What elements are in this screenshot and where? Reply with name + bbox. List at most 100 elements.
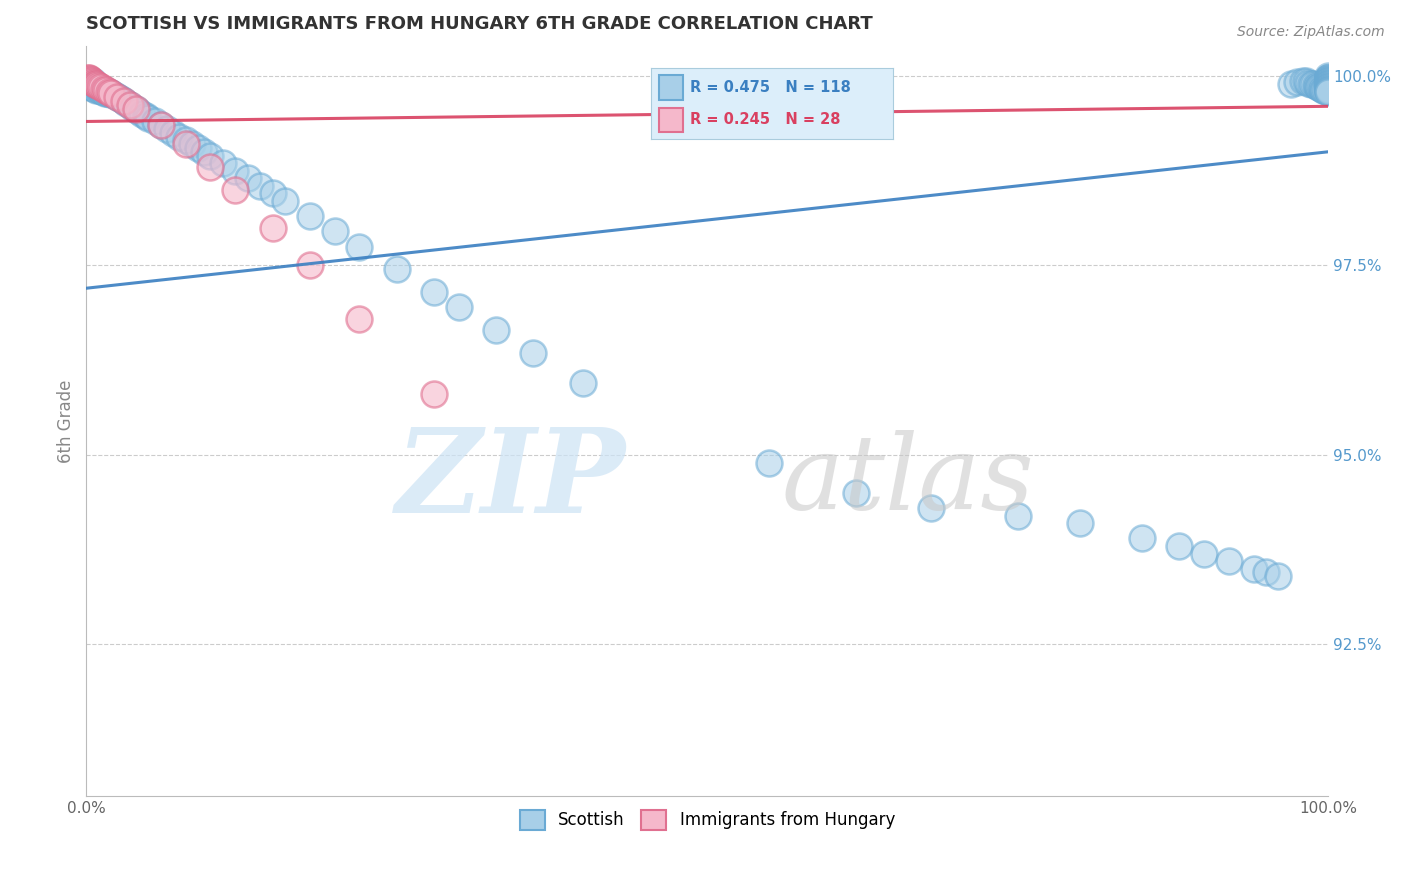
Point — [180, 137, 202, 152]
Point — [125, 102, 148, 116]
Point — [82, 79, 104, 94]
Point — [1286, 75, 1309, 89]
Point — [110, 93, 132, 107]
Point — [90, 80, 112, 95]
Point — [112, 94, 135, 108]
Point — [76, 70, 98, 85]
Point — [200, 148, 222, 162]
Point — [79, 80, 101, 95]
Point — [83, 77, 105, 91]
Point — [94, 83, 117, 97]
Point — [97, 85, 120, 99]
Point — [1279, 77, 1302, 91]
Point — [1218, 554, 1240, 568]
Point — [84, 82, 107, 96]
Point — [143, 114, 166, 128]
Point — [127, 103, 149, 118]
Point — [1267, 569, 1289, 583]
Point — [1313, 83, 1336, 97]
Point — [1130, 532, 1153, 546]
Point — [77, 75, 100, 89]
Point — [262, 186, 284, 201]
Point — [920, 501, 942, 516]
Point — [1302, 78, 1324, 92]
Point — [1317, 76, 1340, 90]
Point — [98, 87, 121, 102]
Legend: Scottish, Immigrants from Hungary: Scottish, Immigrants from Hungary — [513, 803, 901, 837]
Point — [115, 95, 138, 110]
Point — [1007, 508, 1029, 523]
Point — [1317, 82, 1340, 96]
Point — [97, 85, 120, 99]
Point — [82, 75, 104, 89]
Point — [1317, 84, 1340, 98]
Point — [1315, 84, 1337, 98]
Point — [1317, 78, 1340, 92]
Point — [1317, 72, 1340, 87]
Point — [105, 89, 128, 103]
Point — [96, 84, 118, 98]
Point — [80, 74, 103, 88]
Point — [100, 87, 122, 101]
Point — [84, 77, 107, 91]
Point — [93, 82, 115, 96]
Text: ZIP: ZIP — [396, 424, 627, 539]
Point — [96, 87, 118, 101]
Point — [125, 103, 148, 117]
Point — [76, 77, 98, 91]
Point — [162, 126, 184, 140]
Point — [298, 209, 321, 223]
Point — [193, 145, 215, 159]
Point — [1317, 70, 1340, 85]
Point — [349, 311, 371, 326]
Point — [80, 72, 103, 87]
Point — [572, 376, 595, 390]
Point — [1317, 69, 1340, 83]
Point — [236, 171, 259, 186]
Point — [224, 163, 246, 178]
Point — [1317, 82, 1340, 96]
Point — [200, 160, 222, 174]
Point — [174, 133, 197, 147]
Point — [1317, 72, 1340, 87]
Point — [1168, 539, 1191, 553]
Point — [87, 78, 110, 93]
Point — [1317, 71, 1340, 86]
Point — [1254, 566, 1277, 580]
Point — [1069, 516, 1091, 531]
Point — [1292, 73, 1315, 87]
Point — [323, 224, 346, 238]
Text: atlas: atlas — [782, 430, 1035, 532]
Point — [224, 183, 246, 197]
Point — [1317, 85, 1340, 99]
Point — [83, 76, 105, 90]
Point — [77, 78, 100, 92]
Point — [89, 81, 111, 95]
Point — [87, 83, 110, 97]
Point — [1317, 75, 1340, 89]
Point — [118, 97, 141, 112]
Point — [149, 118, 172, 132]
Point — [135, 109, 157, 123]
Point — [93, 85, 115, 99]
Point — [298, 259, 321, 273]
Point — [212, 156, 235, 170]
Point — [845, 486, 868, 500]
Point — [1317, 74, 1340, 88]
Point — [84, 78, 107, 93]
Point — [107, 91, 129, 105]
Point — [1317, 73, 1340, 87]
Point — [1299, 77, 1322, 91]
Point — [423, 285, 446, 299]
Point — [156, 122, 179, 136]
Point — [131, 107, 153, 121]
Point — [1317, 78, 1340, 93]
Text: Source: ZipAtlas.com: Source: ZipAtlas.com — [1237, 25, 1385, 39]
Point — [83, 81, 105, 95]
Point — [1316, 77, 1339, 91]
Point — [1317, 80, 1340, 95]
Point — [90, 84, 112, 98]
Point — [84, 78, 107, 92]
Point — [122, 101, 145, 115]
Point — [1317, 79, 1340, 94]
